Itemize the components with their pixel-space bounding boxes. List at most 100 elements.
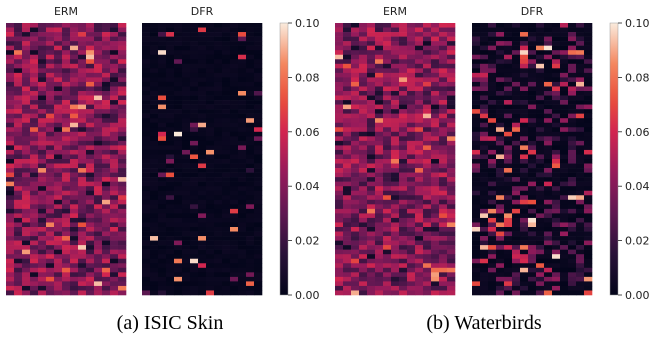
heatmap-cell xyxy=(520,100,529,105)
heatmap-cell xyxy=(544,68,553,74)
heatmap-cell xyxy=(584,86,593,92)
heatmap-cell xyxy=(94,222,103,228)
heatmap-cell xyxy=(343,32,352,37)
heatmap-cell xyxy=(142,154,151,160)
heatmap-cell xyxy=(488,50,497,56)
heatmap-cell xyxy=(158,181,167,187)
heatmap-cell xyxy=(391,267,400,273)
heatmap-cell xyxy=(536,131,545,137)
heatmap-cell xyxy=(472,213,481,219)
heatmap-cell xyxy=(367,95,376,101)
heatmap-cell xyxy=(423,50,432,56)
heatmap-cell xyxy=(230,263,239,269)
heatmap-cell xyxy=(230,86,239,92)
heatmap-cell xyxy=(78,63,87,69)
heatmap-cell xyxy=(536,163,545,169)
heatmap-cell xyxy=(190,263,199,269)
heatmap-cell xyxy=(447,118,456,124)
heatmap-cell xyxy=(150,281,159,287)
heatmap-cell xyxy=(222,227,231,232)
heatmap-cell xyxy=(359,267,368,273)
heatmap-cell xyxy=(383,267,392,273)
heatmap-cell xyxy=(431,109,440,114)
heatmap-cell xyxy=(238,122,247,128)
heatmap-cell xyxy=(6,95,15,101)
heatmap-cell xyxy=(560,231,569,237)
heatmap-cell xyxy=(560,118,569,124)
heatmap-cell xyxy=(166,27,175,33)
heatmap-cell xyxy=(447,267,456,273)
heatmap-cell xyxy=(560,32,569,37)
heatmap-cell xyxy=(383,254,392,260)
heatmap-cell xyxy=(576,195,585,201)
heatmap-cell xyxy=(415,136,424,142)
heatmap-cell xyxy=(166,195,175,201)
heatmap-cell xyxy=(14,168,23,173)
heatmap-cell xyxy=(118,118,127,124)
heatmap-cell xyxy=(142,159,151,164)
heatmap-cell xyxy=(46,267,55,273)
heatmap-cell xyxy=(62,276,71,282)
heatmap-cell xyxy=(214,258,223,264)
heatmap-cell xyxy=(182,118,191,124)
heatmap-cell xyxy=(206,131,215,137)
heatmap-cell xyxy=(150,213,159,219)
heatmap-cell xyxy=(254,63,263,69)
heatmap-cell xyxy=(552,272,561,278)
heatmap-cell xyxy=(246,159,255,164)
heatmap-cell xyxy=(536,154,545,160)
heatmap-cell xyxy=(142,222,151,228)
heatmap-cell xyxy=(480,245,489,250)
heatmap-cell xyxy=(560,249,569,255)
heatmap-cell xyxy=(415,140,424,146)
heatmap-cell xyxy=(238,23,247,28)
heatmap-cell xyxy=(206,249,215,255)
heatmap-cell xyxy=(343,122,352,128)
heatmap-cell xyxy=(447,95,456,101)
heatmap-cell xyxy=(407,54,416,60)
heatmap-cell xyxy=(238,86,247,92)
heatmap-cell xyxy=(439,240,448,246)
heatmap-cell xyxy=(375,100,384,105)
heatmap-cell xyxy=(512,272,521,278)
heatmap-cell xyxy=(214,72,223,78)
heatmap-cell xyxy=(472,91,481,96)
heatmap-cell xyxy=(399,285,408,291)
heatmap-cell xyxy=(78,222,87,228)
heatmap-cell xyxy=(512,258,521,264)
heatmap-cell xyxy=(439,168,448,173)
heatmap-cell xyxy=(182,172,191,178)
heatmap-cell xyxy=(423,163,432,169)
heatmap-cell xyxy=(480,41,489,46)
heatmap-cell xyxy=(488,140,497,146)
heatmap-cell xyxy=(230,281,239,287)
heatmap-cell xyxy=(14,249,23,255)
heatmap-cell xyxy=(375,186,384,192)
heatmap-cell xyxy=(94,45,103,51)
heatmap-cell xyxy=(102,45,111,51)
heatmap-cell xyxy=(46,249,55,255)
heatmap-cell xyxy=(14,290,23,296)
heatmap-cell xyxy=(568,23,577,28)
heatmap-cell xyxy=(158,63,167,69)
heatmap-cell xyxy=(335,177,344,182)
heatmap-cell xyxy=(86,77,95,83)
heatmap-cell xyxy=(198,199,207,205)
heatmap-cell xyxy=(552,118,561,124)
heatmap-cell xyxy=(560,276,569,282)
heatmap-cell xyxy=(174,240,183,246)
heatmap-cell xyxy=(222,50,231,56)
heatmap-cell xyxy=(359,63,368,69)
heatmap-cell xyxy=(206,254,215,260)
heatmap-cell xyxy=(415,95,424,101)
heatmap-cell xyxy=(431,86,440,92)
heatmap-cell xyxy=(110,159,119,164)
heatmap-cell xyxy=(351,23,360,28)
heatmap-cell xyxy=(431,95,440,101)
heatmap-cell xyxy=(423,54,432,60)
heatmap-cell xyxy=(520,204,529,210)
heatmap-cell xyxy=(78,127,87,133)
heatmap-cell xyxy=(391,258,400,264)
heatmap-cell xyxy=(367,181,376,187)
heatmap-cell xyxy=(54,199,63,205)
